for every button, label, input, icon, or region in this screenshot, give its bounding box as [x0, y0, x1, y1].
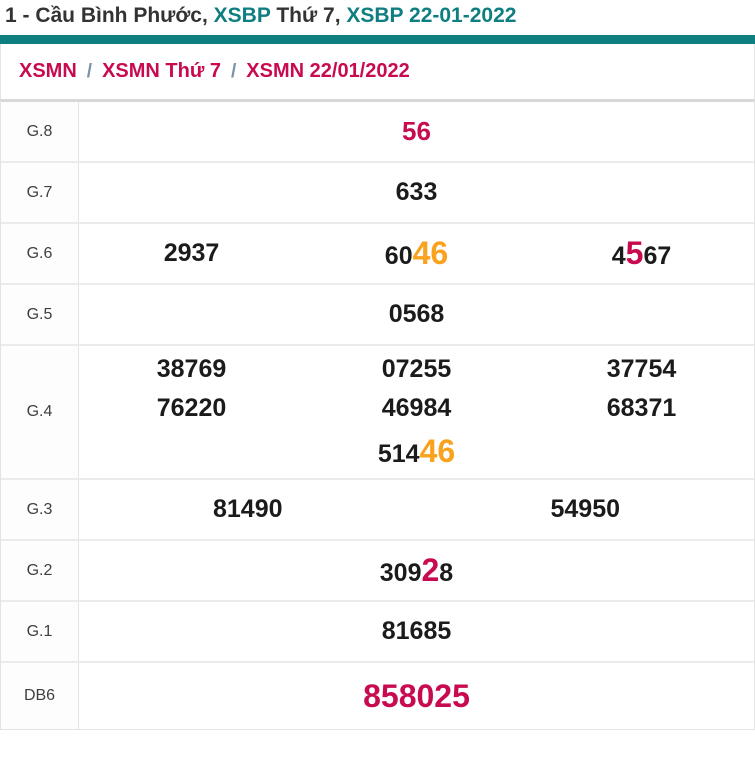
table-row: G.2 30928 [1, 541, 754, 603]
highlighted-digit-segment: 46 [412, 235, 449, 272]
table-row: G.4 38769 07255 37754 76220 46984 68371 51446 [1, 346, 754, 481]
prize-value: 81685 [79, 612, 754, 651]
breadcrumb-separator: / [231, 60, 237, 82]
digit-segment: 309 [379, 559, 422, 588]
digit-segment: 60 [384, 242, 413, 271]
prize-row-values: 0568 [79, 285, 754, 344]
prize-value: 633 [79, 173, 754, 212]
prize-value: 46984 [304, 389, 529, 428]
prize-row-label: DB6 [1, 663, 79, 730]
breadcrumb-item[interactable]: XSMN 22/01/2022 [246, 60, 410, 82]
table-row: G.8 56 [1, 102, 754, 163]
breadcrumb-item[interactable]: XSMN [19, 60, 77, 82]
breadcrumb-item[interactable]: XSMN Thứ 7 [102, 60, 222, 82]
prize-value: 38769 [79, 350, 304, 389]
table-row: G.3 81490 54950 [1, 480, 754, 542]
prize-row-values: 81490 54950 [79, 480, 754, 539]
prize-row-label: G.6 [1, 224, 79, 283]
prize-row-label: G.3 [1, 480, 79, 540]
prize-row-values: 858025 [79, 663, 754, 729]
prize-value: 76220 [79, 389, 304, 428]
prize-row-values: 81685 [79, 602, 754, 661]
prize-value: 51446 [304, 428, 529, 475]
prize-value: 56 [79, 112, 754, 152]
prize-row-label: G.2 [1, 541, 79, 601]
digit-segment: 81685 [381, 617, 452, 646]
prize-row-values: 56 [79, 102, 754, 161]
prize-value: 2937 [79, 234, 304, 273]
digit-segment: 37754 [606, 355, 677, 383]
table-row: G.1 81685 [1, 602, 754, 664]
digit-segment: 67 [643, 242, 672, 271]
digit-segment: 68371 [606, 393, 677, 422]
digit-segment: 0568 [388, 300, 445, 329]
table-row: DB6 858025 [1, 663, 754, 731]
digit-segment: 858025 [363, 677, 470, 714]
prize-row-label: G.1 [1, 602, 79, 662]
prize-row-values: 633 [79, 163, 754, 222]
prize-value: 68371 [529, 389, 754, 428]
prize-value: 30928 [79, 547, 754, 594]
prize-row-label: G.4 [1, 346, 79, 479]
digit-segment: 46984 [381, 393, 452, 422]
highlighted-digit-segment: 2 [421, 552, 440, 589]
title-link-part[interactable]: XSBP 22-01-2022 [346, 4, 517, 27]
digit-segment: 2937 [163, 239, 220, 268]
digit-segment: 8 [439, 559, 454, 588]
breadcrumb: XSMN / XSMN Thứ 7 / XSMN 22/01/2022 [0, 44, 755, 99]
prize-row-label: G.5 [1, 285, 79, 344]
digit-segment: 56 [402, 115, 431, 146]
prize-value: 4567 [529, 230, 754, 277]
digit-segment: 76220 [156, 393, 227, 422]
prize-row-values: 2937 6046 4567 [79, 224, 754, 283]
teal-divider-bar [0, 35, 755, 44]
table-row: G.7 633 [1, 163, 754, 224]
table-row: G.6 2937 6046 4567 [1, 224, 754, 285]
prize-value: 858025 [79, 673, 754, 720]
prize-row-label: G.7 [1, 163, 79, 222]
title-link-part[interactable]: XSBP [213, 4, 271, 27]
digit-segment: 4 [611, 242, 626, 271]
title-text-part: Thứ 7, [270, 4, 347, 27]
highlighted-digit-segment: 46 [419, 432, 456, 469]
highlighted-digit-segment: 5 [625, 235, 644, 272]
page-title: 1 - Cầu Bình Phước, XSBP Thứ 7, XSBP 22-… [0, 0, 755, 35]
prize-row-values: 30928 [79, 541, 754, 600]
results-table: G.8 56 G.7 633 G.6 2937 6046 4567 G.5 0568 G.4 3876… [0, 99, 755, 731]
breadcrumb-separator: / [86, 60, 93, 82]
title-text-part: 1 - Cầu Bình Phước, [5, 4, 214, 27]
prize-value: 81490 [79, 490, 417, 529]
digit-segment: 633 [395, 178, 438, 207]
digit-segment: 81490 [212, 495, 283, 524]
prize-value: 6046 [304, 230, 529, 277]
prize-row-label: G.8 [1, 102, 79, 161]
digit-segment: 38769 [156, 355, 227, 383]
digit-segment: 54950 [550, 495, 621, 524]
prize-value: 07255 [304, 350, 529, 389]
digit-segment: 07255 [381, 355, 452, 383]
lottery-results-page: 1 - Cầu Bình Phước, XSBP Thứ 7, XSBP 22-… [0, 0, 755, 731]
prize-value: 37754 [529, 350, 754, 389]
prize-value: 54950 [417, 490, 755, 529]
prize-value: 0568 [79, 295, 754, 334]
digit-segment: 514 [377, 439, 420, 468]
table-row: G.5 0568 [1, 285, 754, 346]
prize-row-values: 38769 07255 37754 76220 46984 68371 51446 [79, 346, 754, 478]
